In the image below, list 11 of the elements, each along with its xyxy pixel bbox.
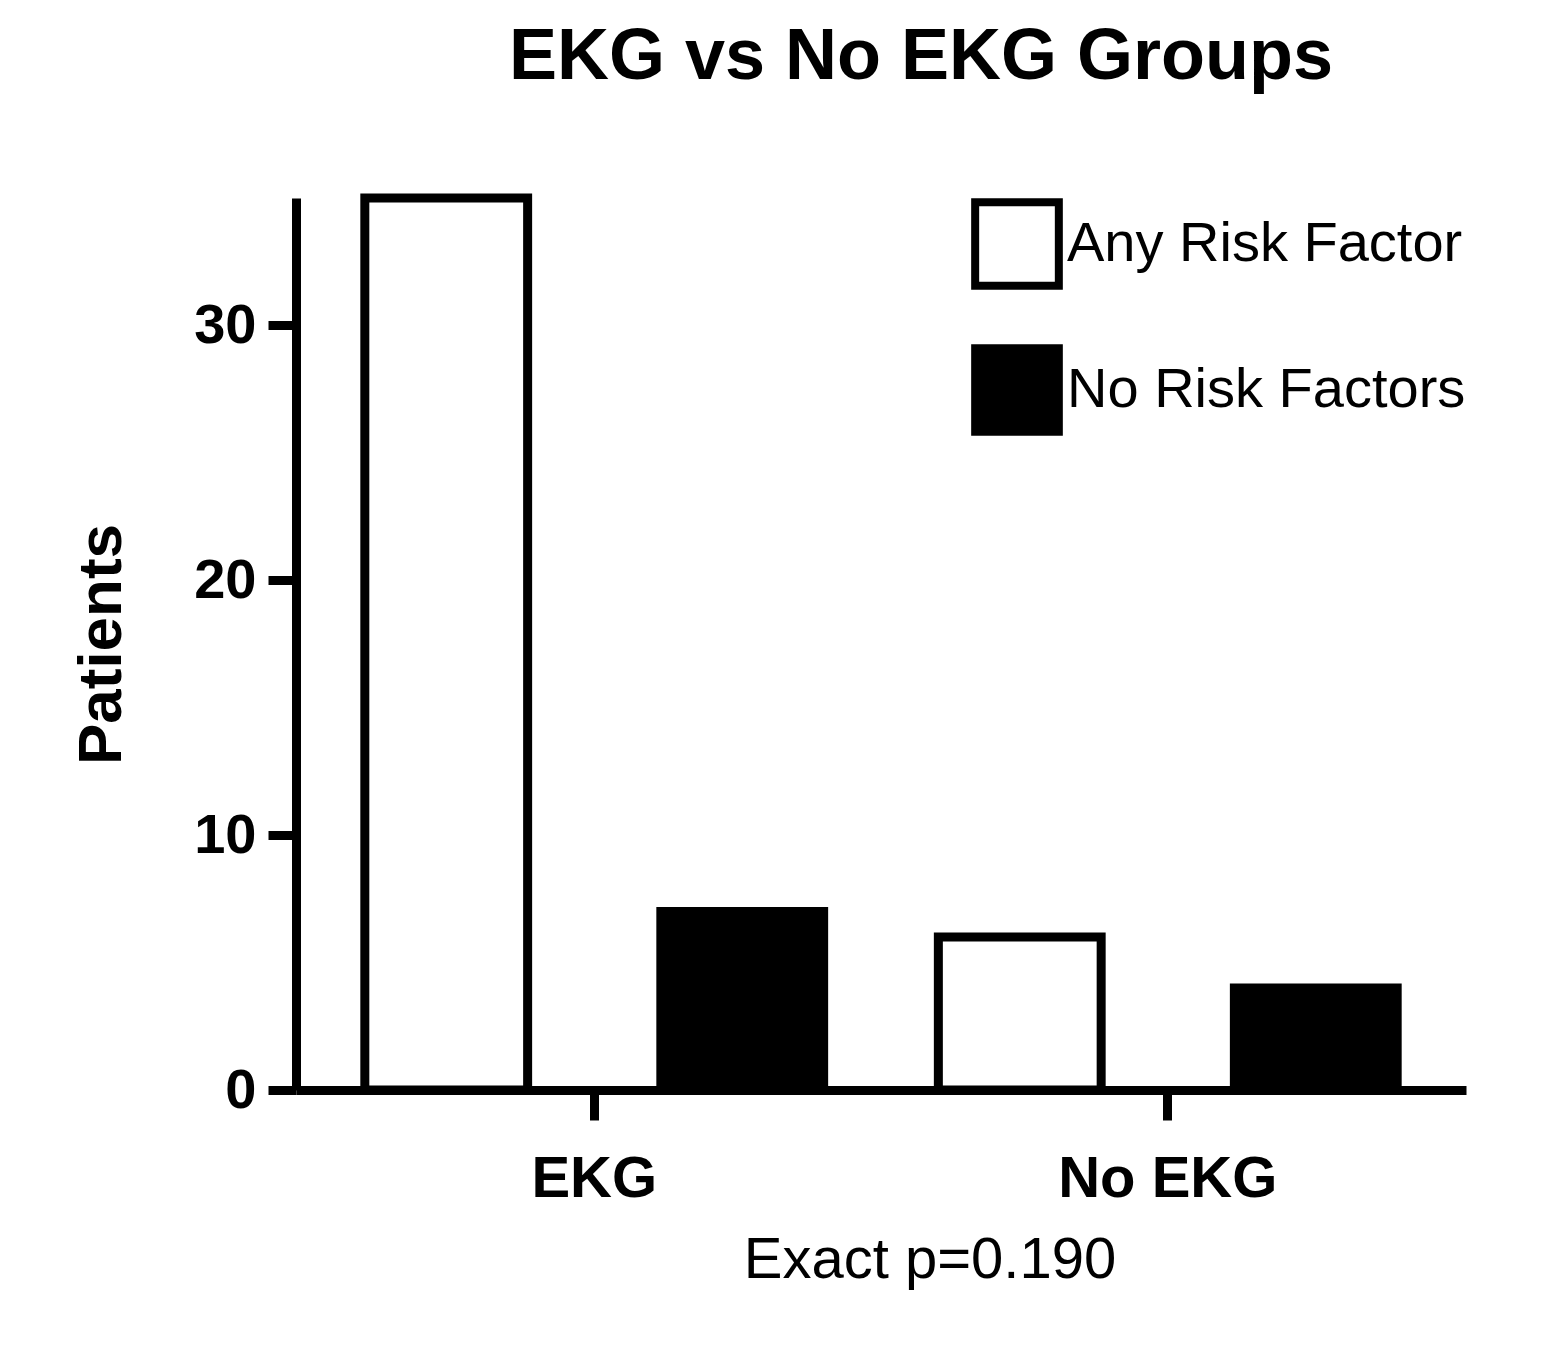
- legend-label: No Risk Factors: [1067, 356, 1466, 419]
- legend-label: Any Risk Factor: [1067, 210, 1463, 273]
- x-tick-label: EKG: [531, 1143, 658, 1209]
- text: Exact p=0.190: [742, 1224, 1118, 1291]
- chart-title: EKG vs No EKG Groups: [508, 13, 1334, 94]
- y-tick-label: 10: [194, 801, 257, 865]
- y-axis-title: Patients: [65, 523, 135, 766]
- y-tick-label: 0: [225, 1056, 257, 1120]
- x-tick-label: No EKG: [1058, 1143, 1278, 1209]
- y-tick-label: 20: [194, 546, 257, 610]
- y-tick-label: 30: [194, 291, 257, 355]
